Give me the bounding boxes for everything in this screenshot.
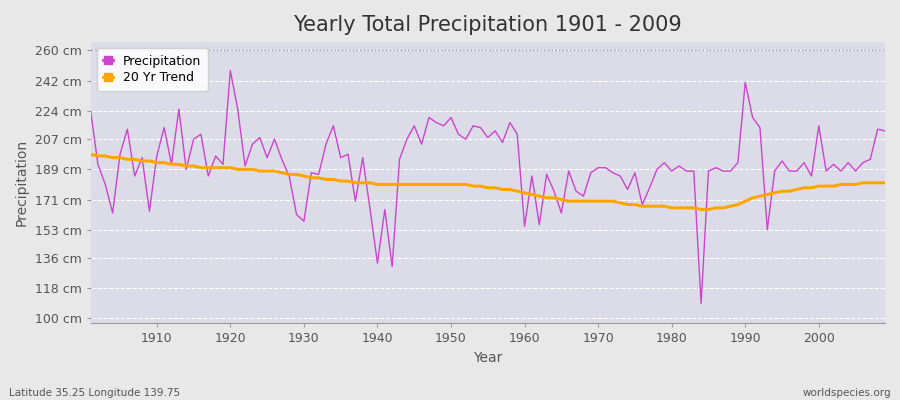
Y-axis label: Precipitation: Precipitation bbox=[15, 139, 29, 226]
Text: worldspecies.org: worldspecies.org bbox=[803, 388, 891, 398]
X-axis label: Year: Year bbox=[473, 351, 502, 365]
Title: Yearly Total Precipitation 1901 - 2009: Yearly Total Precipitation 1901 - 2009 bbox=[293, 15, 682, 35]
Text: Latitude 35.25 Longitude 139.75: Latitude 35.25 Longitude 139.75 bbox=[9, 388, 180, 398]
Legend: Precipitation, 20 Yr Trend: Precipitation, 20 Yr Trend bbox=[97, 48, 208, 91]
